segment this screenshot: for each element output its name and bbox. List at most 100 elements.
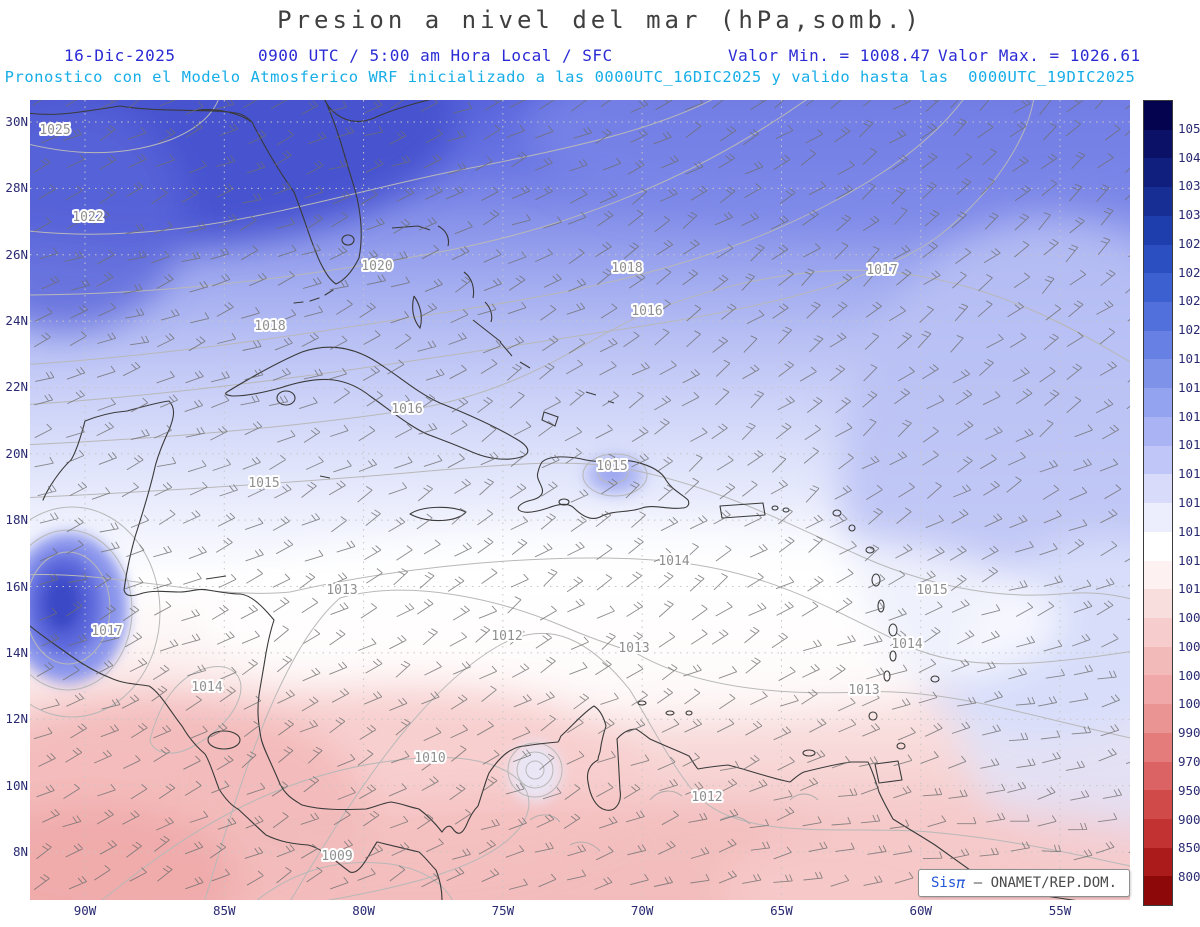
colorbar-band xyxy=(1144,675,1172,705)
value-max-label: Valor Max. = 1026.61 xyxy=(938,46,1141,65)
lat-label: 28N xyxy=(5,180,28,196)
colorbar-tick: 1015 xyxy=(1178,466,1200,482)
colorbar-band xyxy=(1144,531,1172,561)
lat-label: 18N xyxy=(5,512,28,528)
colorbar-band xyxy=(1144,704,1172,733)
lesser-antilles-islands xyxy=(637,505,940,757)
contour-label: 1014 xyxy=(191,680,222,695)
colorbar-band xyxy=(1144,732,1172,762)
branding-pi-icon: π xyxy=(956,874,966,892)
contour-label: 1016 xyxy=(391,402,422,417)
colorbar-band xyxy=(1144,101,1172,130)
colorbar-band xyxy=(1144,388,1172,417)
contour-label: 1017 xyxy=(866,263,897,278)
colorbar-tick: 1040 xyxy=(1178,149,1200,165)
contour-label: 1016 xyxy=(631,304,662,319)
colorbar-tick: 1012 xyxy=(1178,552,1200,568)
contour-label: 1009 xyxy=(321,849,352,864)
colorbar-band xyxy=(1144,847,1172,877)
colorbar-tick: 850 xyxy=(1178,840,1200,856)
model-info-line: Pronostico con el Modelo Atmosferico WRF… xyxy=(4,68,1136,86)
colorbar-tick: 1014 xyxy=(1178,494,1200,510)
colorbar-tick: 1030 xyxy=(1178,207,1200,223)
contour-label: 1014 xyxy=(658,554,689,569)
lat-label: 24N xyxy=(5,313,28,329)
colorbar-tick: 1050 xyxy=(1178,120,1200,136)
grid-layer xyxy=(30,100,1130,900)
colorbar-tick: 990 xyxy=(1178,725,1200,741)
contour-label: 1014 xyxy=(891,637,922,652)
colorbar-tick: 1010 xyxy=(1178,581,1200,597)
lat-label: 16N xyxy=(5,578,28,594)
lat-label: 30N xyxy=(5,114,28,129)
contour-label: 1017 xyxy=(91,624,122,639)
colorbar-band xyxy=(1144,503,1172,532)
colorbar-band xyxy=(1144,445,1172,475)
colorbar-band xyxy=(1144,158,1172,188)
colorbar-band xyxy=(1144,617,1172,647)
lat-label: 26N xyxy=(5,246,28,262)
contour-label: 1025 xyxy=(39,123,70,138)
colorbar-band xyxy=(1144,790,1172,819)
pressure-colorbar xyxy=(1143,100,1173,906)
contour-label: 1013 xyxy=(618,641,649,656)
branding-suffix: — ONAMET/REP.DOM. xyxy=(973,875,1118,891)
wind-barbs-layer xyxy=(32,100,1130,891)
colorbar-tick: 1018 xyxy=(1178,379,1200,395)
contour-label: 1013 xyxy=(848,683,879,698)
colorbar-band xyxy=(1144,761,1172,791)
colorbar-band xyxy=(1144,474,1172,504)
colorbar-tick: 1016 xyxy=(1178,437,1200,453)
colorbar-tick: 1019 xyxy=(1178,351,1200,367)
contour-label: 1012 xyxy=(491,629,522,644)
value-min-label: Valor Min. = 1008.47 xyxy=(728,46,931,65)
lon-label: 70W xyxy=(630,903,654,918)
coastline-layer xyxy=(30,100,1076,900)
lon-label: 85W xyxy=(212,903,236,918)
colorbar-band xyxy=(1144,646,1172,676)
colorbar-band xyxy=(1144,589,1172,618)
colorbar-tick: 1020 xyxy=(1178,322,1200,338)
colorbar-band xyxy=(1144,244,1172,274)
contour-layer xyxy=(30,100,1130,900)
contour-label: 1018 xyxy=(254,319,285,334)
lon-label: 60W xyxy=(909,903,933,918)
colorbar-band xyxy=(1144,560,1172,590)
contour-label-layer: 1025 1022 1020 1018 1018 1017 1016 1016 1015 1015… xyxy=(37,121,949,866)
colorbar-tick: 800 xyxy=(1178,869,1200,885)
colorbar-tick: 1035 xyxy=(1178,178,1200,194)
colorbar-tick: 1006 xyxy=(1178,638,1200,654)
colorbar-band xyxy=(1144,359,1172,389)
colorbar-band xyxy=(1144,416,1172,446)
colorbar-band xyxy=(1144,129,1172,159)
contour-label: 1015 xyxy=(248,476,279,491)
pressure-map: 1025 1022 1020 1018 1018 1017 1016 1016 1015 1015… xyxy=(30,100,1130,900)
colorbar-tick: 1013 xyxy=(1178,523,1200,539)
colorbar-tick: 950 xyxy=(1178,782,1200,798)
colorbar-tick: 1017 xyxy=(1178,408,1200,424)
lat-label: 22N xyxy=(5,379,28,395)
lat-label: 14N xyxy=(5,644,28,660)
colorbar-tick: 1025 xyxy=(1178,264,1200,280)
colorbar-tick-labels: 1050 1040 1035 1030 1028 1025 1022 1020 1019 1018… xyxy=(1178,100,1200,906)
lon-label: 90W xyxy=(73,903,97,918)
map-canvas: 1025 1022 1020 1018 1018 1017 1016 1016 1015 1015… xyxy=(30,100,1130,900)
contour-label: 1018 xyxy=(611,261,642,276)
colorbar-band xyxy=(1144,187,1172,216)
colorbar-tick: 1000 xyxy=(1178,696,1200,712)
contour-label: 1012 xyxy=(691,790,722,805)
colorbar-tick: 1008 xyxy=(1178,610,1200,626)
colorbar-tick: 900 xyxy=(1178,811,1200,827)
colorbar-band xyxy=(1144,273,1172,303)
lat-label: 10N xyxy=(5,777,28,793)
colorbar-band xyxy=(1144,215,1172,245)
lon-label: 80W xyxy=(352,903,375,918)
colorbar-tick: 1028 xyxy=(1178,235,1200,251)
contour-label: 1010 xyxy=(414,751,445,766)
branding-badge: Sis π — ONAMET/REP.DOM. xyxy=(918,869,1130,897)
page-title: Presion a nivel del mar (hPa,somb.) xyxy=(277,6,923,34)
colorbar-tick: 1004 xyxy=(1178,667,1200,683)
contour-label: 1015 xyxy=(916,583,947,598)
contour-label: 1015 xyxy=(596,459,627,474)
